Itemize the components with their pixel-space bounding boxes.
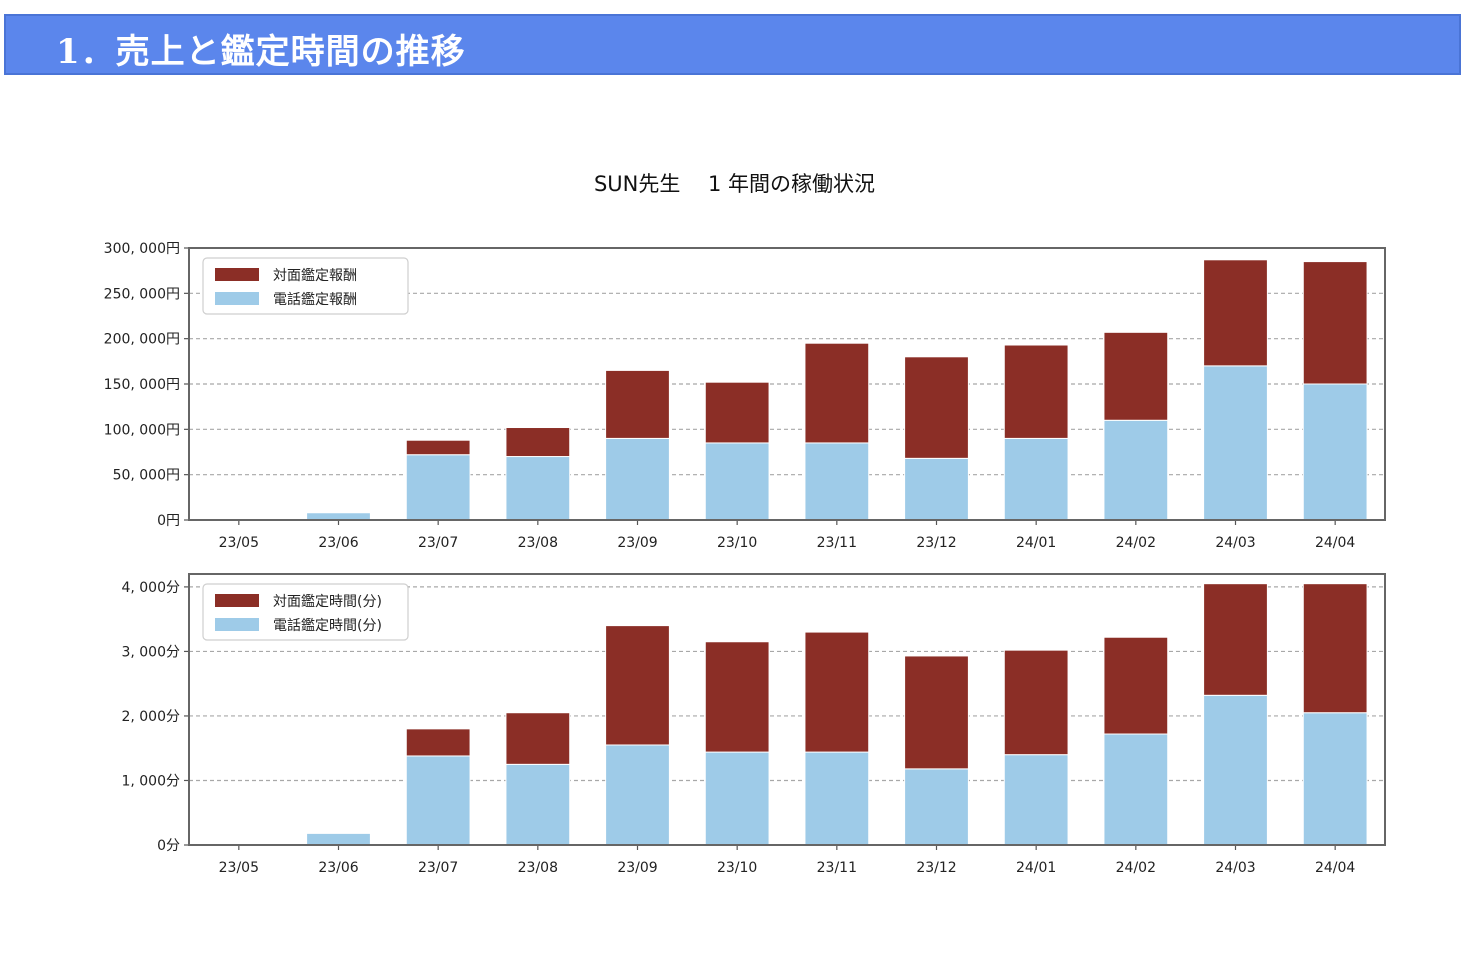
bar-phone: [1302, 383, 1368, 521]
plot-frame: [188, 573, 1386, 846]
x-tick-label: 23/12: [916, 860, 956, 876]
x-tick-label: 24/04: [1315, 860, 1355, 876]
y-tick-label: 0円: [157, 513, 180, 529]
x-tick-label: 23/10: [717, 860, 757, 876]
bar-phone: [605, 437, 670, 521]
y-tick-label: 4, 000分: [121, 580, 180, 596]
bar-face: [1103, 636, 1169, 735]
bar-phone: [1203, 694, 1268, 846]
bar-face: [904, 356, 969, 459]
x-tick-label: 23/06: [318, 860, 358, 876]
bar-face: [1003, 649, 1069, 756]
x-tick-label: 23/07: [418, 860, 458, 876]
x-tick-label: 24/02: [1116, 860, 1156, 876]
y-tick-label: 300, 000円: [104, 241, 180, 257]
x-tick-label: 24/03: [1215, 535, 1255, 551]
x-tick-label: 23/09: [617, 860, 657, 876]
bar-face: [1203, 259, 1268, 367]
bar-phone: [804, 751, 870, 846]
bar-phone: [1003, 437, 1069, 521]
y-tick-label: 3, 000分: [121, 644, 180, 660]
legend-label: 電話鑑定報酬: [273, 291, 357, 308]
legend-swatch: [215, 268, 259, 281]
x-tick-label: 23/12: [916, 535, 956, 551]
plot-frame: [188, 247, 1386, 521]
bar-face: [704, 381, 770, 444]
bar-face: [804, 631, 870, 753]
x-tick-label: 24/03: [1215, 860, 1255, 876]
bar-phone: [804, 442, 870, 521]
x-tick-label: 23/05: [219, 535, 259, 551]
legend-label: 対面鑑定報酬: [273, 267, 357, 284]
bar-face: [605, 625, 670, 746]
legend-swatch: [215, 292, 259, 305]
section-title: 1．売上と鑑定時間の推移: [56, 32, 466, 72]
y-tick-label: 0分: [157, 838, 180, 854]
y-tick-label: 1, 000分: [121, 773, 180, 789]
y-tick-label: 2, 000分: [121, 709, 180, 725]
legend-label: 対面鑑定時間(分): [273, 593, 382, 610]
bar-face: [1302, 261, 1368, 385]
bar-phone: [1203, 365, 1268, 521]
x-tick-label: 23/09: [617, 535, 657, 551]
bar-face: [605, 369, 670, 439]
bar-face: [704, 641, 770, 753]
bar-face: [405, 439, 471, 456]
x-tick-label: 23/10: [717, 535, 757, 551]
chart-minutes: 0分 1, 000分 2, 000分 3, 000分 4, 000分 23/05 23/06…: [121, 573, 1386, 876]
bar-phone: [1003, 754, 1069, 846]
bar-phone: [505, 456, 571, 521]
legend-label: 電話鑑定時間(分): [273, 617, 382, 634]
x-tick-label: 24/04: [1315, 535, 1355, 551]
bar-face: [1302, 583, 1368, 714]
bar-face: [904, 655, 969, 770]
bar-phone: [306, 512, 371, 521]
bar-phone: [1302, 712, 1368, 846]
bar-face: [405, 728, 471, 757]
x-tick-label: 23/07: [418, 535, 458, 551]
chart-revenue: 0円 50, 000円 100, 000円 150, 000円 200, 000円 250…: [104, 241, 1386, 551]
y-tick-label: 200, 000円: [104, 332, 180, 348]
x-tick-label: 23/05: [219, 860, 259, 876]
x-tick-label: 24/01: [1016, 535, 1056, 551]
bar-phone: [405, 454, 471, 521]
x-tick-label: 23/06: [318, 535, 358, 551]
y-tick-label: 150, 000円: [104, 377, 180, 393]
bar-phone: [704, 442, 770, 521]
bar-phone: [306, 832, 371, 846]
bar-face: [804, 342, 870, 444]
section-header-banner: 1．売上と鑑定時間の推移: [4, 14, 1461, 75]
bar-face: [1103, 331, 1169, 421]
figure-title: SUN先生 1 年間の稼働状況: [593, 172, 876, 196]
bar-phone: [505, 763, 571, 846]
bar-phone: [904, 768, 969, 846]
x-tick-label: 23/11: [817, 535, 857, 551]
legend-swatch: [215, 618, 259, 631]
bar-face: [1203, 583, 1268, 696]
bar-phone: [1103, 419, 1169, 521]
bar-phone: [605, 744, 670, 846]
x-tick-label: 23/08: [518, 535, 558, 551]
bar-phone: [405, 755, 471, 846]
bar-phone: [1103, 733, 1169, 846]
bar-phone: [704, 751, 770, 846]
bar-face: [1003, 344, 1069, 439]
x-tick-label: 23/11: [817, 860, 857, 876]
bar-phone: [904, 457, 969, 521]
bar-face: [505, 427, 571, 458]
bar-face: [505, 712, 571, 765]
y-tick-label: 100, 000円: [104, 422, 180, 438]
y-tick-label: 50, 000円: [113, 468, 180, 484]
x-tick-label: 24/02: [1116, 535, 1156, 551]
legend-swatch: [215, 594, 259, 607]
x-tick-label: 23/08: [518, 860, 558, 876]
y-tick-label: 250, 000円: [104, 286, 180, 302]
x-tick-label: 24/01: [1016, 860, 1056, 876]
